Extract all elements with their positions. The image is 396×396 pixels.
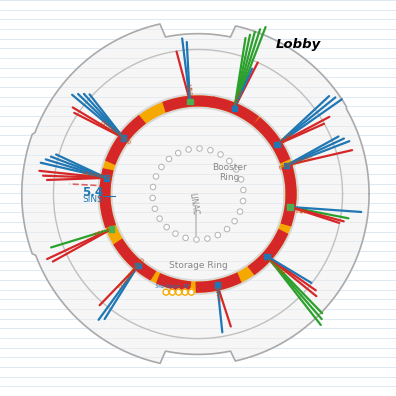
Bar (135, 263, 141, 268)
Circle shape (238, 177, 244, 182)
Text: U100: U100 (234, 89, 244, 106)
Circle shape (218, 152, 223, 157)
Circle shape (175, 150, 181, 156)
Circle shape (194, 237, 199, 242)
Text: Booster
Ring: Booster Ring (212, 163, 247, 182)
Circle shape (240, 198, 246, 204)
Circle shape (208, 147, 213, 153)
Circle shape (237, 209, 243, 214)
Circle shape (186, 147, 191, 152)
Circle shape (227, 158, 232, 164)
Text: U80: U80 (294, 205, 306, 211)
Text: EPU50/EPU50: EPU50/EPU50 (278, 154, 314, 170)
Circle shape (215, 232, 221, 238)
Circle shape (169, 289, 175, 295)
Circle shape (234, 167, 239, 172)
Text: Storage Ring: Storage Ring (169, 261, 227, 270)
Text: 3rd-Harm. RF: 3rd-Harm. RF (155, 284, 190, 289)
Bar (121, 135, 126, 141)
Circle shape (197, 146, 202, 151)
Bar (284, 162, 289, 168)
Circle shape (157, 216, 162, 221)
Circle shape (150, 195, 155, 201)
Text: EPU290/EPU90: EPU290/EPU90 (117, 256, 146, 289)
Text: SINS: SINS (83, 195, 103, 204)
Bar (109, 226, 114, 232)
Text: (U15): (U15) (215, 285, 223, 301)
Circle shape (152, 206, 158, 211)
Circle shape (182, 289, 188, 295)
Circle shape (205, 236, 210, 242)
Circle shape (176, 289, 182, 295)
Polygon shape (22, 24, 369, 363)
Bar (265, 253, 270, 259)
Circle shape (164, 224, 169, 230)
Text: EPU50/EPU70: EPU50/EPU70 (99, 119, 132, 145)
Circle shape (183, 235, 188, 241)
Circle shape (153, 174, 159, 179)
Bar (287, 204, 293, 210)
Text: LINAC: LINAC (187, 192, 199, 216)
Text: Lobby: Lobby (275, 38, 320, 51)
Bar (215, 282, 220, 288)
Text: U30/EPU35: U30/EPU35 (81, 171, 112, 181)
Text: W11.4: W11.4 (93, 227, 112, 238)
Circle shape (224, 227, 230, 232)
Bar (232, 106, 237, 111)
Circle shape (188, 289, 194, 295)
Bar (187, 99, 193, 104)
Text: U180: U180 (279, 132, 295, 145)
Text: U50: U50 (186, 83, 192, 96)
Text: 5.4: 5.4 (82, 186, 104, 199)
Circle shape (232, 218, 237, 224)
Circle shape (241, 187, 246, 193)
Circle shape (150, 184, 156, 190)
Bar (274, 142, 280, 147)
Circle shape (166, 156, 172, 162)
Bar (104, 175, 109, 181)
Circle shape (163, 289, 169, 295)
Circle shape (159, 164, 164, 170)
Text: Injection: Injection (266, 255, 286, 274)
Circle shape (173, 231, 178, 236)
